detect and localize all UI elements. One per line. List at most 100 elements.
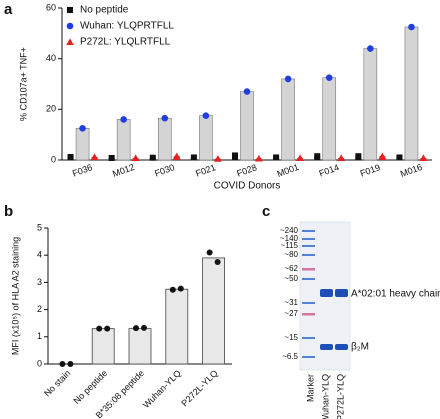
marker — [66, 38, 74, 45]
bar — [322, 77, 337, 161]
x-tick-label: F021 — [194, 162, 217, 178]
marker — [90, 153, 99, 160]
x-tick-label: M012 — [111, 162, 136, 179]
marker-size-label: ~240 — [280, 226, 299, 235]
marker — [202, 112, 210, 119]
x-tick-label: F030 — [153, 162, 176, 178]
marker — [337, 154, 346, 161]
y-axis-label: MFI (x10⁵) of HLA A2 staining — [10, 237, 20, 355]
replicate-point — [133, 325, 139, 332]
panel-letter: c — [262, 203, 270, 220]
marker — [190, 154, 197, 161]
marker — [378, 152, 387, 160]
marker — [120, 116, 127, 123]
x-tick-label: Wuhan-YLQ — [141, 368, 183, 410]
bar — [91, 328, 115, 365]
lane-label: Wuhan-YLQ — [320, 374, 330, 419]
marker-size-label: ~15 — [284, 333, 298, 342]
y-axis-label: % CD107a+ TNF+ — [18, 47, 28, 121]
panel-letter: b — [4, 203, 13, 220]
marker — [408, 23, 415, 31]
marker-size-label: ~50 — [284, 274, 298, 283]
marker — [149, 154, 156, 161]
x-axis-label: COVID Donors — [214, 181, 281, 192]
band-label: A*02:01 heavy chain — [351, 289, 440, 300]
x-tick-label: F028 — [235, 162, 258, 178]
marker — [108, 154, 115, 161]
replicate-point — [169, 286, 176, 293]
x-tick-label: F014 — [318, 162, 341, 178]
marker — [396, 154, 403, 161]
marker — [355, 153, 362, 160]
y-tick-label: 0 — [37, 358, 42, 368]
marker-size-label: ~31 — [284, 298, 298, 307]
bar — [128, 328, 152, 365]
replicate-point — [59, 361, 66, 367]
lane-label: P272L-YLQ — [335, 374, 345, 419]
marker — [325, 74, 333, 81]
marker — [79, 125, 86, 132]
marker — [67, 153, 74, 160]
y-tick-label: 20 — [46, 104, 56, 114]
bar — [240, 91, 254, 161]
marker — [232, 152, 238, 159]
marker-size-label: ~62 — [284, 264, 298, 273]
replicate-point — [206, 249, 213, 256]
x-tick-label: M001 — [276, 162, 301, 179]
replicate-point — [214, 259, 221, 265]
replicate-point — [96, 325, 103, 332]
replicate-point — [141, 324, 147, 331]
bar — [157, 117, 172, 161]
marker-size-label: ~115 — [281, 241, 299, 250]
marker — [314, 153, 321, 160]
y-tick-label: 0 — [51, 154, 56, 164]
gel-image — [299, 221, 351, 371]
replicate-point — [104, 325, 111, 332]
y-tick-label: 3 — [37, 277, 42, 287]
marker — [296, 154, 304, 161]
marker — [172, 152, 181, 160]
y-tick-label: 5 — [37, 222, 42, 232]
marker — [67, 7, 73, 13]
panel-letter: a — [4, 1, 13, 18]
marker — [273, 154, 280, 161]
bar — [116, 119, 131, 161]
marker — [419, 154, 428, 161]
y-tick-label: 40 — [46, 53, 56, 63]
x-tick-label: No stain — [42, 368, 72, 398]
bar — [404, 26, 419, 161]
marker — [131, 154, 140, 161]
y-tick-label: 4 — [37, 250, 42, 260]
bar — [202, 257, 226, 365]
replicate-point — [67, 361, 74, 367]
marker-size-label: ~80 — [284, 250, 298, 259]
marker — [66, 22, 74, 30]
band-label: β₂M — [351, 342, 369, 353]
bar — [199, 115, 213, 161]
lane-label: Marker — [305, 374, 315, 402]
marker-size-label: ~27 — [284, 309, 298, 318]
y-tick-label: 60 — [46, 2, 56, 12]
y-tick-label: 1 — [37, 331, 42, 341]
x-tick-label: M016 — [399, 162, 424, 179]
bar — [281, 78, 295, 161]
marker-size-label: ~140 — [280, 234, 299, 243]
legend-label: No peptide — [80, 5, 129, 16]
x-tick-label: F036 — [71, 162, 94, 178]
marker — [255, 154, 263, 162]
bar — [363, 48, 378, 161]
x-tick-label: P272L-YLQ — [179, 368, 219, 408]
marker — [243, 88, 251, 95]
x-tick-label: No peptide — [71, 368, 109, 406]
marker — [161, 114, 169, 122]
legend-label: P272L: YLQLRTFLL — [80, 37, 171, 48]
bar — [75, 128, 90, 161]
replicate-point — [177, 285, 184, 292]
legend-label: Wuhan: YLQPRTFLL — [80, 21, 174, 32]
x-tick-label: F019 — [359, 162, 382, 178]
bar — [165, 288, 189, 365]
marker — [284, 75, 292, 83]
marker-size-label: ~6.5 — [282, 352, 298, 361]
marker — [214, 155, 222, 162]
